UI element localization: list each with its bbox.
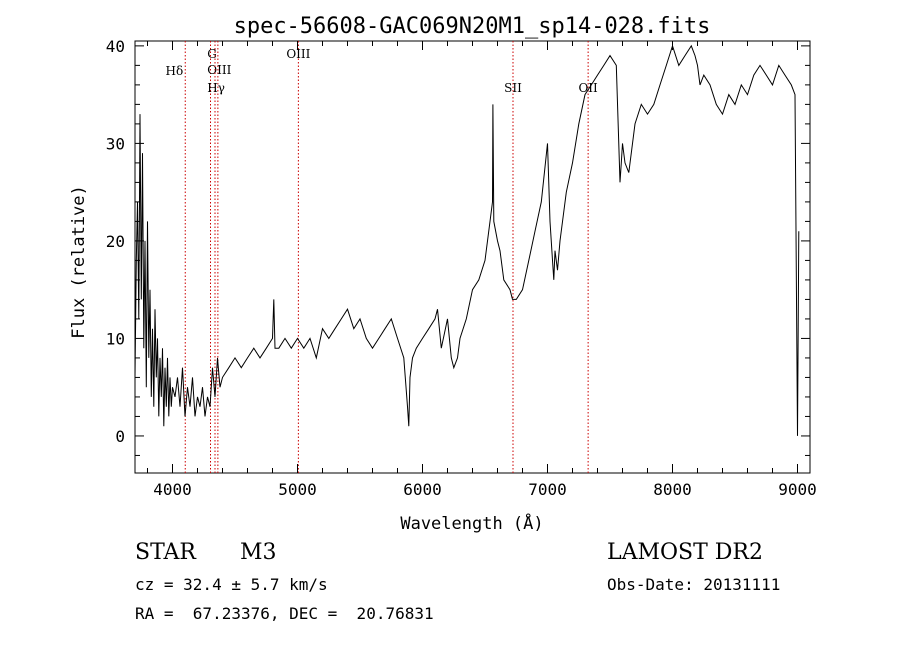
survey-name: LAMOST DR2 <box>607 540 763 565</box>
line-marker-label: G <box>207 47 217 61</box>
y-axis: 0 10 20 30 40 <box>106 37 810 456</box>
x-tick-label: 9000 <box>778 480 817 499</box>
y-tick-label: 10 <box>106 329 125 348</box>
line-marker-label: Hδ <box>166 64 184 78</box>
line-marker-label: SII <box>504 81 522 95</box>
spectrum-line <box>134 44 800 436</box>
y-tick-label: 40 <box>106 37 125 56</box>
y-tick-label: 20 <box>106 232 125 251</box>
y-axis-label: Flux (relative) <box>69 185 89 339</box>
x-tick-label: 5000 <box>278 480 317 499</box>
x-tick-label: 4000 <box>153 480 192 499</box>
x-axis: 4000 5000 6000 7000 8000 9000 <box>147 41 817 499</box>
line-marker-label: OII <box>578 81 598 95</box>
velocity-readout: cz = 32.4 ± 5.7 km/s <box>135 575 328 594</box>
object-subclass: M3 <box>240 540 277 565</box>
x-axis-label: Wavelength (Å) <box>400 512 543 534</box>
line-marker-label: Hγ <box>207 81 225 95</box>
x-tick-label: 6000 <box>403 480 442 499</box>
chart-title: spec-56608-GAC069N20M1_sp14-028.fits <box>234 14 711 39</box>
line-marker-label: OIII <box>207 63 231 77</box>
observation-date: Obs-Date: 20131111 <box>607 575 781 594</box>
y-tick-label: 0 <box>115 427 125 446</box>
coordinates-readout: RA = 67.23376, DEC = 20.76831 <box>135 604 434 623</box>
object-class: STAR <box>135 540 196 565</box>
x-tick-label: 7000 <box>528 480 567 499</box>
line-marker-label: OIII <box>286 47 310 61</box>
y-tick-label: 30 <box>106 134 125 153</box>
line-markers: Hδ G OIII Hγ OIII SII OII <box>166 41 598 473</box>
x-tick-label: 8000 <box>653 480 692 499</box>
plot-frame <box>134 40 811 474</box>
